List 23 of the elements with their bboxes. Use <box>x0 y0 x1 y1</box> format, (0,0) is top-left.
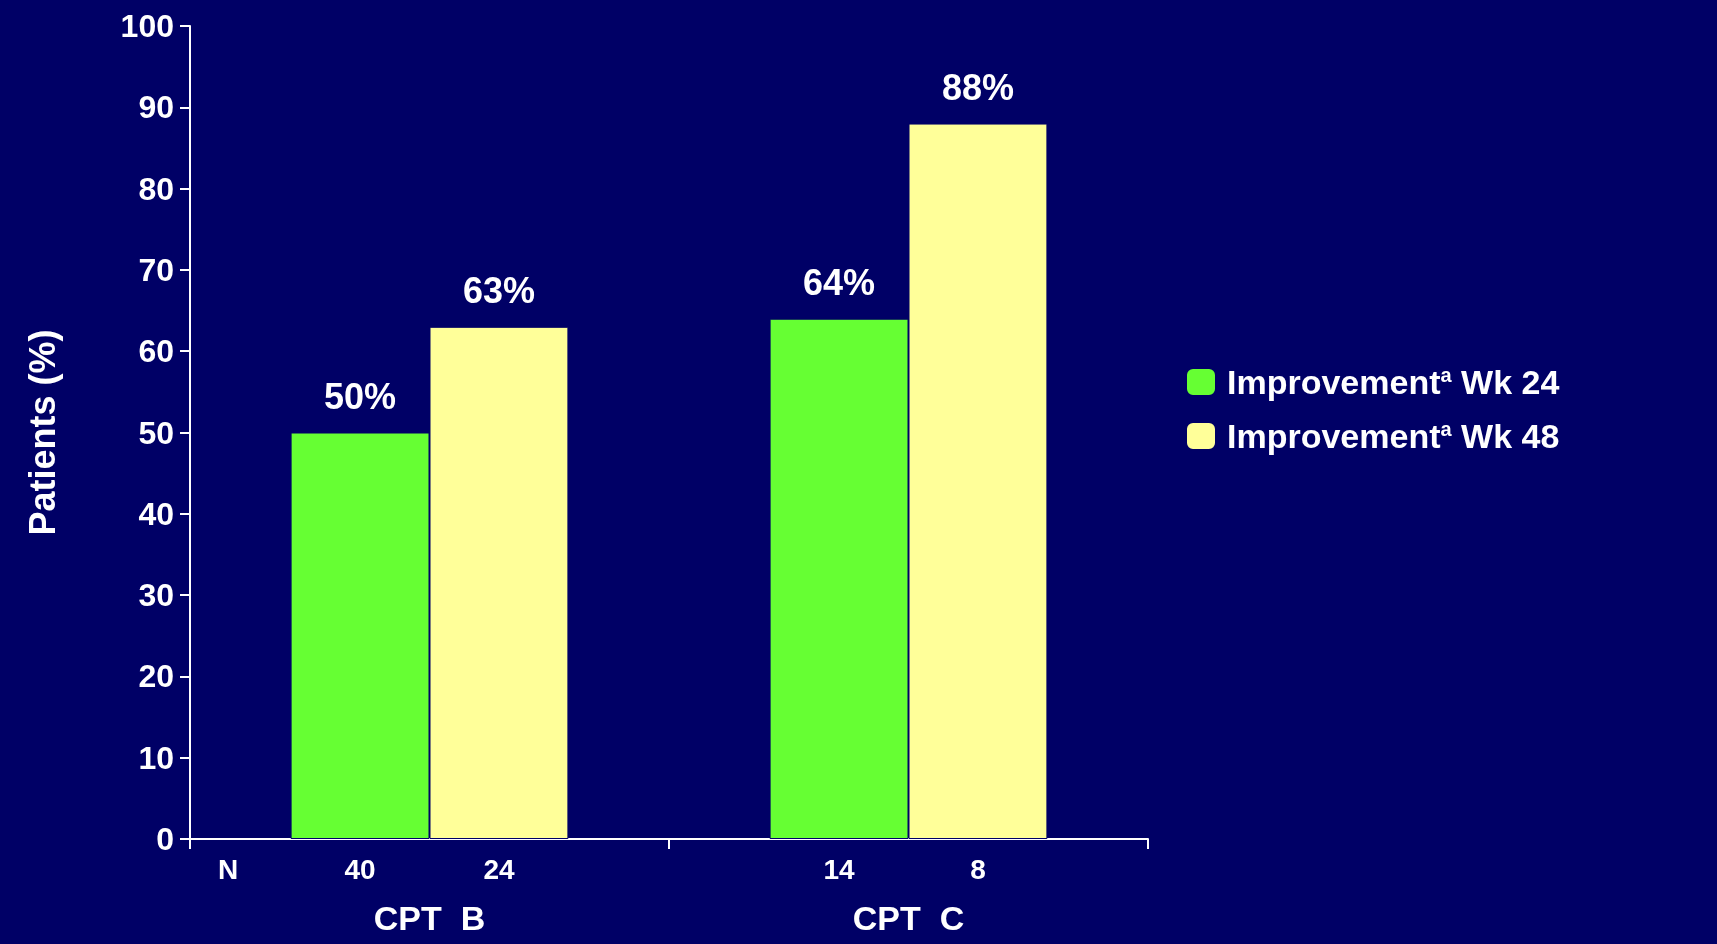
data-label: 88% <box>941 67 1014 109</box>
y-tick-label: 90 <box>138 89 174 126</box>
text: 8 <box>970 853 986 885</box>
y-tick-label: 10 <box>138 739 174 776</box>
y-tick-label: 40 <box>138 495 174 532</box>
y-tick-label: 30 <box>138 577 174 614</box>
data-label: 50% <box>324 376 397 417</box>
y-tick-label: 100 <box>120 8 174 44</box>
text: 24 <box>483 853 515 885</box>
data-label: 63% <box>462 270 535 312</box>
x-tick-label: CPT C <box>852 899 965 937</box>
y-tick-label: 0 <box>156 821 174 857</box>
text: 14 <box>823 853 856 885</box>
data-label: 64% <box>803 262 876 304</box>
y-tick-label: 50 <box>138 414 174 451</box>
y-tick-label: 70 <box>138 251 174 288</box>
y-axis-title: Patients (%) <box>21 329 63 536</box>
y-tick-label: 80 <box>138 170 174 207</box>
x-tick-label: CPT B <box>373 899 486 937</box>
text: N <box>217 853 239 885</box>
y-tick-label: 60 <box>138 333 174 370</box>
text: 40 <box>344 853 376 885</box>
y-tick-label: 20 <box>138 658 174 695</box>
